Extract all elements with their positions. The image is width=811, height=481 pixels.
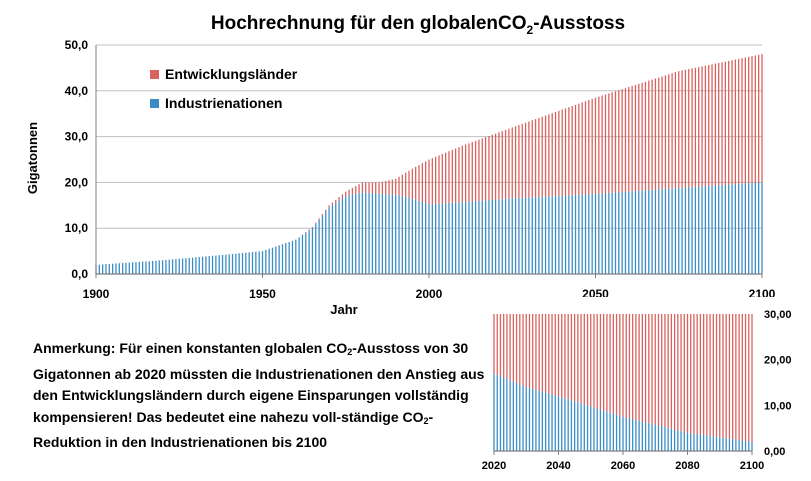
y-tick-label: 20,0 (65, 175, 89, 189)
x-tick-label: 1900 (83, 287, 110, 301)
y-tick-label: 10,00 (764, 400, 792, 412)
inset-background (489, 297, 811, 481)
inset-chart-bars (493, 314, 753, 451)
y-tick-label: 40,0 (65, 84, 89, 98)
legend-label-developing: Entwicklungsländer (165, 66, 298, 82)
y-tick-label: 30,00 (764, 309, 792, 321)
y-tick-label: 0,0 (71, 267, 88, 281)
x-tick-label: 2100 (740, 460, 764, 472)
chart-title: Hochrechnung für den globalenCO2-Ausstos… (211, 13, 625, 37)
x-axis-label: Jahr (330, 302, 357, 317)
y-tick-label: 10,0 (65, 221, 89, 235)
main-chart-gridlines (96, 44, 762, 229)
x-tick-label: 2000 (416, 287, 443, 301)
legend: Entwicklungsländer Industrienationen (150, 66, 298, 111)
legend-label-industrial: Industrienationen (165, 95, 282, 111)
annotation-note: Anmerkung: Für einen konstanten globalen… (33, 340, 485, 450)
y-axis-label: Gigatonnen (25, 122, 40, 194)
main-chart-axes: 1900 1950 2000 2050 21000,010,020,030,040,05… (65, 38, 776, 301)
x-tick-label: 2040 (546, 460, 570, 472)
x-tick-label: 2060 (611, 460, 635, 472)
y-tick-label: 0,00 (764, 446, 785, 458)
x-tick-label: 2020 (482, 460, 506, 472)
x-tick-label: 2080 (675, 460, 699, 472)
legend-swatch-industrial (150, 99, 159, 108)
main-chart-bars (95, 54, 763, 274)
legend-swatch-developing (150, 70, 159, 79)
y-tick-label: 50,0 (65, 38, 89, 52)
x-tick-label: 1950 (249, 287, 276, 301)
y-tick-label: 20,00 (764, 355, 792, 367)
y-tick-label: 30,0 (65, 130, 89, 144)
